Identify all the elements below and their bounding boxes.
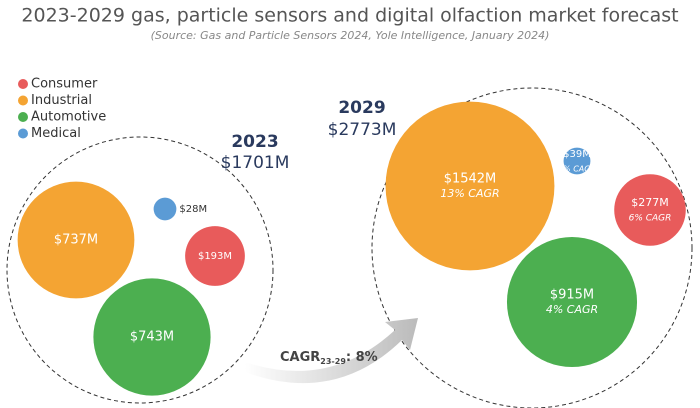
group-year: 2023 <box>231 132 278 152</box>
bubble <box>506 236 638 368</box>
value-label: $743M <box>130 330 174 345</box>
legend-swatch <box>18 79 28 89</box>
value-label: $28M <box>179 204 207 215</box>
bubble <box>93 278 211 396</box>
chart-subtitle: (Source: Gas and Particle Sensors 2024, … <box>151 29 550 42</box>
bubble <box>185 226 245 286</box>
group-outline <box>6 136 274 404</box>
group-total: $1701M <box>221 153 290 173</box>
bubble <box>17 181 135 299</box>
cagr-label: CAGR <box>280 350 320 365</box>
cagr-period: 23-29 <box>320 357 346 366</box>
cagr-label: 6% CAGR <box>629 214 672 224</box>
legend-label: Industrial <box>31 93 92 108</box>
cagr-value: : 8% <box>346 350 378 365</box>
cagr-label: 13% CAGR <box>440 187 499 200</box>
bubble <box>153 197 177 221</box>
value-label: $1542M <box>444 172 497 187</box>
cagr-annotation: CAGR23-29: 8% <box>280 350 378 366</box>
legend-label: Automotive <box>31 110 106 125</box>
legend-swatch <box>18 128 28 139</box>
value-label: $737M <box>54 233 98 248</box>
chart-title: 2023-2029 gas, particle sensors and digi… <box>21 5 678 27</box>
bubble <box>614 174 686 246</box>
cagr-label: 6% CAGR <box>558 165 596 174</box>
legend-swatch <box>18 95 28 106</box>
group-outline <box>371 87 693 408</box>
group-year: 2029 <box>338 98 385 118</box>
group-total: $2773M <box>328 120 397 140</box>
legend-label: Consumer <box>31 77 98 92</box>
value-label: $915M <box>550 288 594 303</box>
bubble <box>385 101 555 271</box>
bubble <box>563 147 591 175</box>
legend-label: Medical <box>31 126 81 141</box>
value-label: $39M <box>563 149 591 160</box>
cagr-label: 4% CAGR <box>546 303 598 316</box>
value-label: $277M <box>631 196 669 209</box>
growth-arrow <box>245 318 418 384</box>
value-label: $193M <box>198 251 232 262</box>
legend-swatch <box>18 112 28 122</box>
